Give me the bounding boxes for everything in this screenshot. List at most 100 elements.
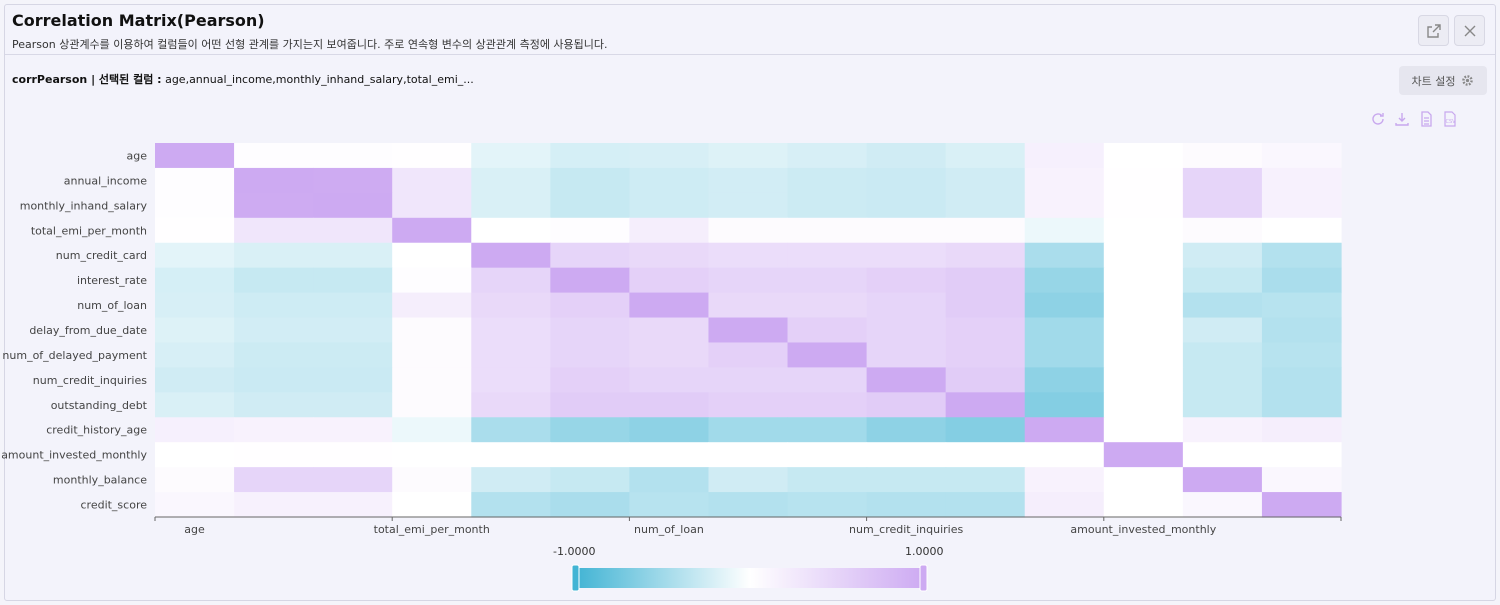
- heatmap-cell-amount_invested_monthly-credit_score[interactable]: [1261, 442, 1342, 468]
- heatmap-cell-num_credit_inquiries-monthly_balance[interactable]: [1182, 367, 1263, 393]
- heatmap-cell-num_credit_card-num_of_delayed_payment[interactable]: [787, 242, 868, 269]
- heatmap-cell-interest_rate-num_credit_inquiries[interactable]: [866, 267, 947, 294]
- heatmap-cell-num_credit_inquiries-monthly_inhand_salary[interactable]: [313, 367, 393, 393]
- heatmap-cell-num_credit_card-credit_history_age[interactable]: [1024, 242, 1105, 269]
- expand-button[interactable]: [1418, 15, 1449, 46]
- heatmap-cell-annual_income-credit_score[interactable]: [1261, 167, 1342, 194]
- heatmap-cell-age-outstanding_debt[interactable]: [945, 143, 1026, 169]
- heatmap-cell-age-interest_rate[interactable]: [550, 143, 630, 169]
- heatmap-cell-total_emi_per_month-credit_history_age[interactable]: [1024, 217, 1105, 244]
- heatmap-cell-num_credit_card-interest_rate[interactable]: [550, 242, 630, 269]
- heatmap-cell-monthly_inhand_salary-num_credit_card[interactable]: [471, 192, 551, 219]
- heatmap-cell-num_credit_card-num_credit_card[interactable]: [471, 242, 551, 269]
- heatmap-cell-monthly_inhand_salary-age[interactable]: [155, 192, 235, 219]
- legend-max-handle[interactable]: [919, 564, 928, 592]
- heatmap-cell-credit_history_age-num_credit_card[interactable]: [471, 417, 551, 443]
- heatmap-cell-num_of_loan-num_credit_inquiries[interactable]: [866, 292, 947, 319]
- heatmap-cell-delay_from_due_date-amount_invested_monthly[interactable]: [1103, 317, 1184, 344]
- heatmap-cell-total_emi_per_month-num_of_loan[interactable]: [629, 217, 710, 244]
- heatmap-cell-num_of_loan-num_of_loan[interactable]: [629, 292, 710, 319]
- heatmap-cell-num_of_loan-interest_rate[interactable]: [550, 292, 630, 319]
- heatmap-cell-total_emi_per_month-num_credit_inquiries[interactable]: [866, 217, 947, 244]
- heatmap-cell-age-num_of_delayed_payment[interactable]: [787, 143, 868, 169]
- refresh-button[interactable]: [1369, 110, 1387, 128]
- heatmap-cell-monthly_inhand_salary-total_emi_per_month[interactable]: [392, 192, 472, 219]
- heatmap-cell-monthly_balance-monthly_inhand_salary[interactable]: [313, 467, 393, 493]
- heatmap-cell-credit_score-annual_income[interactable]: [234, 492, 314, 518]
- heatmap-cell-monthly_inhand_salary-outstanding_debt[interactable]: [945, 192, 1026, 219]
- heatmap-cell-outstanding_debt-num_credit_card[interactable]: [471, 392, 551, 418]
- heatmap-cell-num_of_loan-outstanding_debt[interactable]: [945, 292, 1026, 319]
- heatmap-cell-monthly_inhand_salary-num_of_loan[interactable]: [629, 192, 710, 219]
- heatmap-cell-num_credit_inquiries-total_emi_per_month[interactable]: [392, 367, 472, 393]
- heatmap-cell-interest_rate-num_of_delayed_payment[interactable]: [787, 267, 868, 294]
- heatmap-cell-monthly_inhand_salary-delay_from_due_date[interactable]: [708, 192, 789, 219]
- heatmap-cell-interest_rate-interest_rate[interactable]: [550, 267, 630, 294]
- heatmap-cell-num_of_loan-credit_history_age[interactable]: [1024, 292, 1105, 319]
- close-button[interactable]: [1454, 15, 1485, 46]
- heatmap-cell-outstanding_debt-num_of_delayed_payment[interactable]: [787, 392, 868, 418]
- heatmap-cell-credit_score-num_of_loan[interactable]: [629, 492, 710, 518]
- heatmap-cell-delay_from_due_date-outstanding_debt[interactable]: [945, 317, 1026, 344]
- heatmap-cell-delay_from_due_date-delay_from_due_date[interactable]: [708, 317, 789, 344]
- heatmap-cell-amount_invested_monthly-age[interactable]: [155, 442, 235, 468]
- heatmap-cell-outstanding_debt-monthly_inhand_salary[interactable]: [313, 392, 393, 418]
- heatmap-cell-monthly_balance-num_credit_card[interactable]: [471, 467, 551, 493]
- heatmap-cell-num_of_delayed_payment-interest_rate[interactable]: [550, 342, 630, 368]
- heatmap-cell-total_emi_per_month-interest_rate[interactable]: [550, 217, 630, 244]
- heatmap-cell-amount_invested_monthly-total_emi_per_month[interactable]: [392, 442, 472, 468]
- heatmap-cell-num_of_delayed_payment-monthly_balance[interactable]: [1182, 342, 1263, 368]
- heatmap-cell-monthly_balance-num_credit_inquiries[interactable]: [866, 467, 947, 493]
- heatmap-cell-num_credit_inquiries-num_credit_inquiries[interactable]: [866, 367, 947, 393]
- heatmap-cell-amount_invested_monthly-monthly_balance[interactable]: [1182, 442, 1263, 468]
- heatmap-cell-amount_invested_monthly-credit_history_age[interactable]: [1024, 442, 1105, 468]
- heatmap-cell-total_emi_per_month-amount_invested_monthly[interactable]: [1103, 217, 1184, 244]
- heatmap-cell-annual_income-credit_history_age[interactable]: [1024, 167, 1105, 194]
- heatmap-cell-credit_score-interest_rate[interactable]: [550, 492, 630, 518]
- heatmap-cell-credit_score-credit_history_age[interactable]: [1024, 492, 1105, 518]
- heatmap-cell-num_of_delayed_payment-delay_from_due_date[interactable]: [708, 342, 789, 368]
- heatmap-cell-num_of_loan-monthly_balance[interactable]: [1182, 292, 1263, 319]
- heatmap-cell-credit_score-monthly_inhand_salary[interactable]: [313, 492, 393, 518]
- heatmap-cell-age-monthly_inhand_salary[interactable]: [313, 143, 393, 169]
- heatmap-cell-age-num_of_loan[interactable]: [629, 143, 710, 169]
- heatmap-cell-total_emi_per_month-age[interactable]: [155, 217, 235, 244]
- heatmap-cell-monthly_inhand_salary-interest_rate[interactable]: [550, 192, 630, 219]
- heatmap-cell-interest_rate-delay_from_due_date[interactable]: [708, 267, 789, 294]
- heatmap-cell-monthly_inhand_salary-monthly_balance[interactable]: [1182, 192, 1263, 219]
- heatmap-cell-amount_invested_monthly-num_of_delayed_payment[interactable]: [787, 442, 868, 468]
- heatmap-cell-monthly_inhand_salary-credit_score[interactable]: [1261, 192, 1342, 219]
- heatmap-cell-amount_invested_monthly-delay_from_due_date[interactable]: [708, 442, 789, 468]
- heatmap-cell-num_of_loan-num_credit_card[interactable]: [471, 292, 551, 319]
- heatmap-cell-total_emi_per_month-num_credit_card[interactable]: [471, 217, 551, 244]
- heatmap-cell-num_of_delayed_payment-credit_score[interactable]: [1261, 342, 1342, 368]
- heatmap-cell-interest_rate-num_credit_card[interactable]: [471, 267, 551, 294]
- heatmap-cell-total_emi_per_month-monthly_balance[interactable]: [1182, 217, 1263, 244]
- heatmap-cell-monthly_balance-num_of_loan[interactable]: [629, 467, 710, 493]
- legend-min-handle[interactable]: [571, 564, 580, 592]
- heatmap-cell-num_credit_inquiries-amount_invested_monthly[interactable]: [1103, 367, 1184, 393]
- heatmap-cell-num_of_delayed_payment-annual_income[interactable]: [234, 342, 314, 368]
- heatmap-cell-age-delay_from_due_date[interactable]: [708, 143, 789, 169]
- heatmap-cell-credit_score-num_of_delayed_payment[interactable]: [787, 492, 868, 518]
- heatmap-cell-amount_invested_monthly-num_credit_inquiries[interactable]: [866, 442, 947, 468]
- heatmap-cell-credit_history_age-amount_invested_monthly[interactable]: [1103, 417, 1184, 443]
- heatmap-cell-total_emi_per_month-num_of_delayed_payment[interactable]: [787, 217, 868, 244]
- heatmap-cell-num_of_delayed_payment-total_emi_per_month[interactable]: [392, 342, 472, 368]
- heatmap-cell-num_of_delayed_payment-num_of_delayed_payment[interactable]: [787, 342, 868, 368]
- heatmap-cell-delay_from_due_date-num_of_delayed_payment[interactable]: [787, 317, 868, 344]
- heatmap-cell-credit_history_age-age[interactable]: [155, 417, 235, 443]
- heatmap-cell-interest_rate-monthly_balance[interactable]: [1182, 267, 1263, 294]
- heatmap-cell-num_of_delayed_payment-age[interactable]: [155, 342, 235, 368]
- heatmap-cell-num_credit_card-annual_income[interactable]: [234, 242, 314, 269]
- heatmap-cell-monthly_balance-interest_rate[interactable]: [550, 467, 630, 493]
- heatmap-cell-num_credit_inquiries-annual_income[interactable]: [234, 367, 314, 393]
- heatmap-cell-credit_history_age-credit_score[interactable]: [1261, 417, 1342, 443]
- heatmap-cell-num_credit_card-num_credit_inquiries[interactable]: [866, 242, 947, 269]
- heatmap-cell-monthly_balance-credit_score[interactable]: [1261, 467, 1342, 493]
- heatmap-cell-interest_rate-outstanding_debt[interactable]: [945, 267, 1026, 294]
- heatmap-cell-credit_history_age-num_of_delayed_payment[interactable]: [787, 417, 868, 443]
- heatmap-cell-num_credit_inquiries-num_of_loan[interactable]: [629, 367, 710, 393]
- heatmap-cell-age-monthly_balance[interactable]: [1182, 143, 1263, 169]
- heatmap-cell-credit_history_age-num_credit_inquiries[interactable]: [866, 417, 947, 443]
